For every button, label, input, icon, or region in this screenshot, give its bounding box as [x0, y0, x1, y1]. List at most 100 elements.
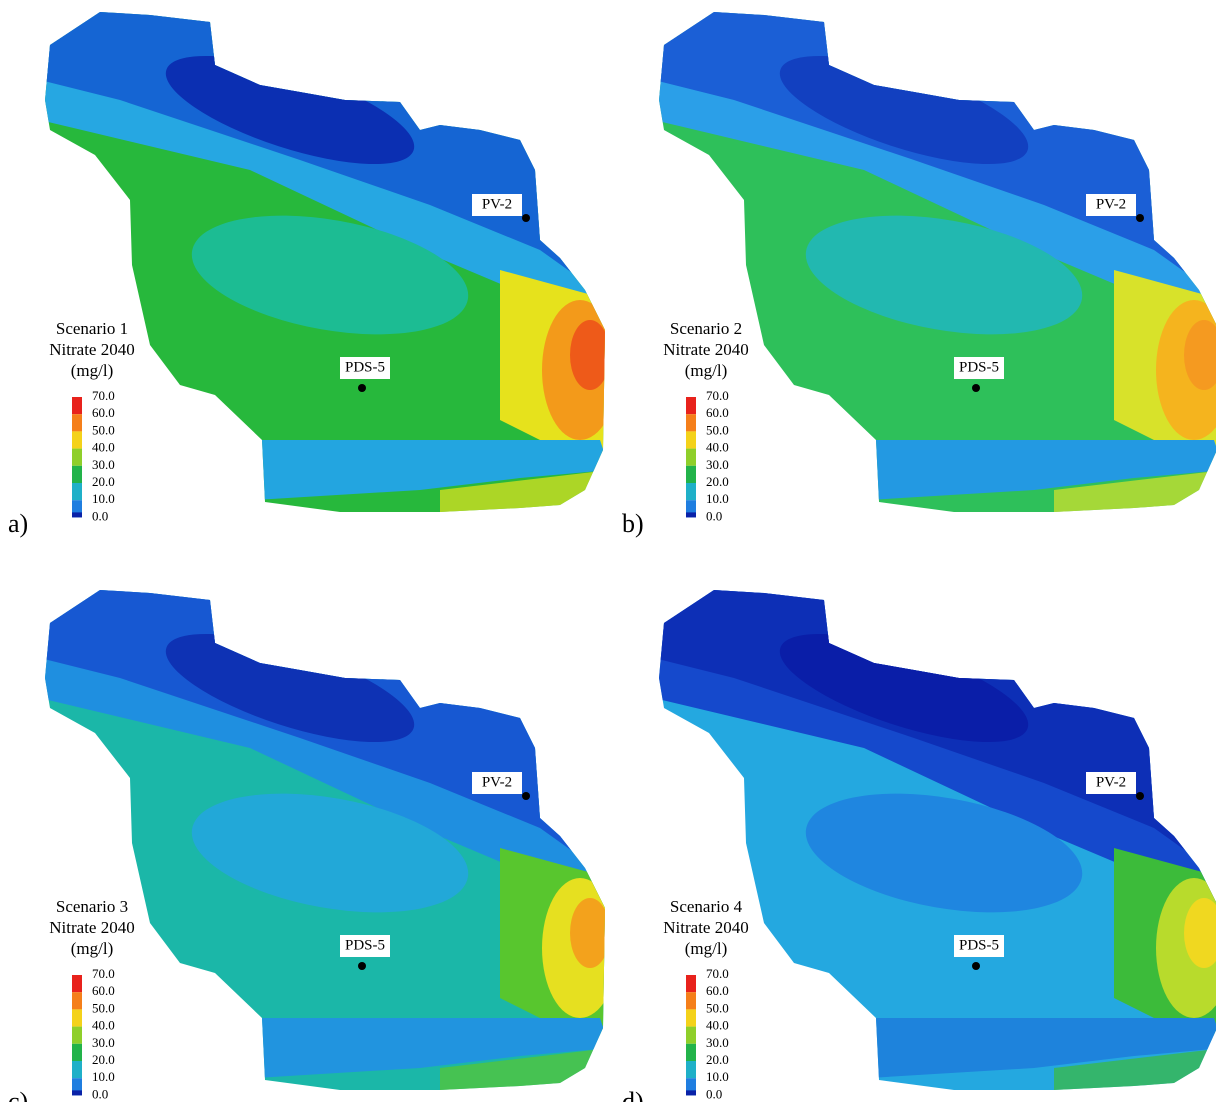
- well-marker: [1136, 214, 1144, 222]
- legend-label: 60.0: [92, 405, 115, 420]
- legend-swatch: [686, 483, 696, 500]
- legend-swatch: [686, 512, 696, 517]
- legend-title: Scenario 4: [670, 897, 743, 916]
- legend-label: 20.0: [706, 474, 729, 489]
- legend-label: 20.0: [92, 474, 115, 489]
- legend-swatch: [72, 975, 82, 992]
- legend-swatch: [686, 1027, 696, 1044]
- legend-label: 70.0: [92, 966, 115, 981]
- legend-title: (mg/l): [71, 361, 114, 380]
- legend-swatch: [72, 449, 82, 466]
- legend-label: 40.0: [92, 1018, 115, 1033]
- legend-swatch: [686, 449, 696, 466]
- legend-label: 50.0: [706, 1000, 729, 1015]
- legend-label: 30.0: [706, 457, 729, 472]
- concentration-map: [614, 578, 1216, 1098]
- legend-label: 20.0: [92, 1052, 115, 1067]
- well-marker: [522, 214, 530, 222]
- legend-label: 0.0: [92, 508, 108, 523]
- well-label: PV-2: [482, 774, 512, 790]
- legend-swatch: [72, 1061, 82, 1078]
- legend-label: 30.0: [92, 457, 115, 472]
- legend-swatch: [686, 992, 696, 1009]
- legend-swatch: [686, 1009, 696, 1026]
- legend-swatch: [72, 397, 82, 414]
- legend-label: 10.0: [92, 491, 115, 506]
- legend-swatch: [686, 397, 696, 414]
- well-label: PV-2: [1096, 196, 1126, 212]
- legend-label: 50.0: [92, 422, 115, 437]
- legend-title: (mg/l): [685, 361, 728, 380]
- legend-label: 50.0: [92, 1000, 115, 1015]
- well-marker: [358, 384, 366, 392]
- map-panel: Scenario 2 Nitrate 2040 (mg/l) 70.0 60.0 50.0…: [614, 0, 1216, 538]
- legend-swatch: [686, 466, 696, 483]
- legend-swatch: [686, 975, 696, 992]
- legend-label: 60.0: [92, 983, 115, 998]
- legend-title: (mg/l): [71, 939, 114, 958]
- legend-label: 40.0: [706, 1018, 729, 1033]
- map-panel: Scenario 1 Nitrate 2040 (mg/l) 70.0 60.0 50.0…: [0, 0, 618, 538]
- panel-label: b): [622, 509, 644, 538]
- map-panel: Scenario 3 Nitrate 2040 (mg/l) 70.0 60.0 50.0…: [0, 578, 618, 1102]
- legend-swatch: [686, 414, 696, 431]
- well-marker: [972, 384, 980, 392]
- legend-label: 10.0: [92, 1069, 115, 1084]
- well-label: PV-2: [482, 196, 512, 212]
- legend-label: 40.0: [92, 440, 115, 455]
- legend-label: 50.0: [706, 422, 729, 437]
- well-label: PV-2: [1096, 774, 1126, 790]
- legend-title: Scenario 1: [56, 319, 128, 338]
- legend-label: 0.0: [92, 1086, 108, 1101]
- legend-title: Scenario 2: [670, 319, 742, 338]
- legend-label: 40.0: [706, 440, 729, 455]
- legend-swatch: [72, 431, 82, 448]
- legend-swatch: [686, 1061, 696, 1078]
- zone: [570, 320, 610, 390]
- well-marker: [358, 962, 366, 970]
- legend-label: 10.0: [706, 1069, 729, 1084]
- legend-label: 60.0: [706, 983, 729, 998]
- legend-label: 70.0: [92, 388, 115, 403]
- legend-swatch: [72, 483, 82, 500]
- legend-swatch: [686, 1090, 696, 1095]
- legend-title: Scenario 3: [56, 897, 128, 916]
- legend-label: 10.0: [706, 491, 729, 506]
- panel-label: c): [8, 1087, 28, 1102]
- map-panel: Scenario 4 Nitrate 2040 (mg/l) 70.0 60.0 50.0…: [614, 578, 1216, 1102]
- zone: [570, 898, 610, 968]
- legend-label: 70.0: [706, 966, 729, 981]
- legend-title: Nitrate 2040: [49, 340, 134, 359]
- concentration-map: [614, 0, 1216, 520]
- legend-title: Nitrate 2040: [49, 918, 134, 937]
- legend-swatch: [686, 1044, 696, 1061]
- legend-label: 0.0: [706, 508, 722, 523]
- well-label: PDS-5: [345, 359, 385, 375]
- well-marker: [522, 792, 530, 800]
- well-marker: [1136, 792, 1144, 800]
- legend-label: 70.0: [706, 388, 729, 403]
- legend-swatch: [686, 431, 696, 448]
- well-marker: [972, 962, 980, 970]
- well-label: PDS-5: [959, 359, 999, 375]
- figure: Scenario 1 Nitrate 2040 (mg/l) 70.0 60.0 50.0…: [0, 0, 1216, 1102]
- legend-label: 30.0: [706, 1035, 729, 1050]
- well-label: PDS-5: [959, 937, 999, 953]
- legend-swatch: [72, 992, 82, 1009]
- legend-label: 0.0: [706, 1086, 722, 1101]
- well-label: PDS-5: [345, 937, 385, 953]
- legend-title: Nitrate 2040: [663, 340, 748, 359]
- panel-label: a): [8, 509, 28, 538]
- legend-swatch: [72, 414, 82, 431]
- legend-label: 30.0: [92, 1035, 115, 1050]
- legend-swatch: [72, 1027, 82, 1044]
- legend-label: 20.0: [706, 1052, 729, 1067]
- legend-title: Nitrate 2040: [663, 918, 748, 937]
- legend-swatch: [72, 512, 82, 517]
- legend-title: (mg/l): [685, 939, 728, 958]
- legend-swatch: [72, 466, 82, 483]
- legend-swatch: [72, 1090, 82, 1095]
- panel-label: d): [622, 1087, 644, 1102]
- legend-swatch: [72, 1009, 82, 1026]
- legend-label: 60.0: [706, 405, 729, 420]
